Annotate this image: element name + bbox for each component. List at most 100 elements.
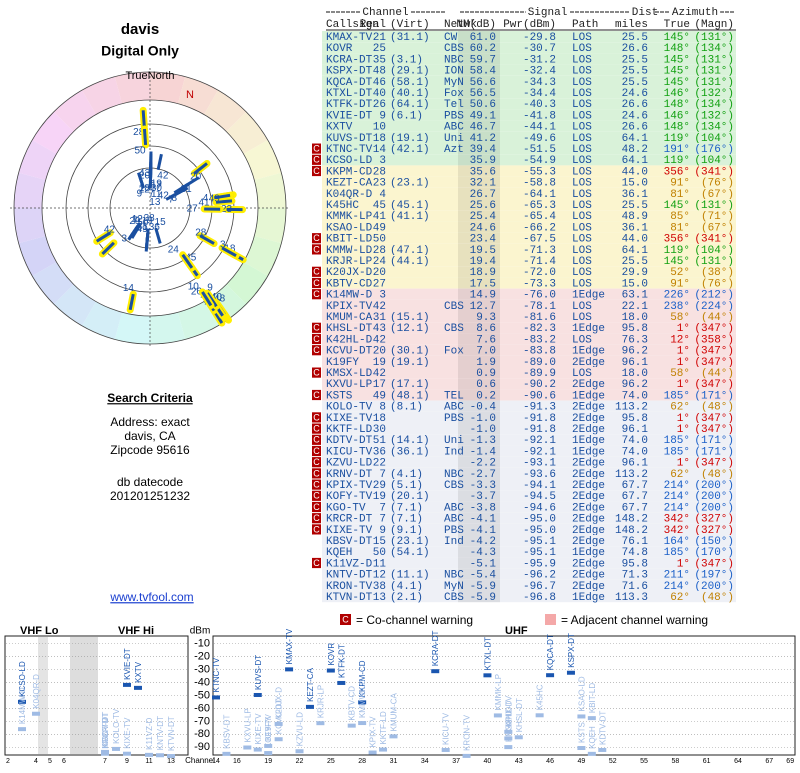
signal-callsign: K04QR-D: [32, 674, 41, 709]
co-channel-mark: C: [313, 155, 320, 165]
column-header: Pwr(dBm): [503, 19, 556, 31]
signal-callsign: KOVR: [327, 643, 336, 666]
x-axis-label: Channel: [185, 756, 215, 765]
column-header: (Virt): [390, 19, 430, 31]
signal-callsign: KSAO-LD: [577, 676, 586, 711]
co-channel-mark: C: [313, 323, 320, 333]
y-tick-label: -80: [194, 728, 210, 740]
signal-bar: [275, 737, 283, 741]
signal-bar: [546, 673, 554, 677]
signal-callsign: K11VZ-D: [145, 717, 154, 750]
x-tick-label: 34: [421, 758, 429, 765]
adjacent-swatch: [545, 614, 556, 625]
signal-callsign: KKTF-LD: [379, 711, 388, 745]
co-channel-mark: C: [313, 412, 320, 422]
x-tick-label: 2: [6, 758, 10, 765]
co-channel-mark: C: [313, 423, 320, 433]
column-header: True: [664, 19, 690, 31]
signal-callsign: K45HC: [536, 684, 545, 710]
signal-bar: [369, 751, 377, 755]
signal-callsign: KBTV-CD: [348, 686, 357, 721]
column-header: miles: [615, 19, 648, 31]
x-tick-label: 4: [34, 758, 38, 765]
x-tick-label: 46: [546, 758, 554, 765]
signal-bar: [515, 735, 523, 739]
signal-callsign: KSPX-DT: [567, 633, 576, 668]
signal-bar: [243, 745, 251, 749]
co-channel-mark: C: [313, 166, 320, 176]
signal-callsign: KRON-TV: [463, 714, 472, 751]
signal-bar: [212, 695, 220, 699]
cell: -96.8: [523, 592, 556, 604]
signal-bar: [588, 752, 596, 756]
co-channel-mark: C: [313, 367, 320, 377]
signal-callsign: KMMK-LP: [494, 674, 503, 710]
x-tick-label: 67: [765, 758, 773, 765]
signal-callsign: KQEH: [588, 726, 597, 749]
x-tick-label: 14: [212, 758, 220, 765]
signal-bar: [222, 752, 230, 756]
y-tick-label: -60: [194, 702, 210, 714]
search-line: 201201251232: [110, 489, 190, 503]
signal-bar: [536, 713, 544, 717]
signal-callsign: KOFY-TV: [264, 713, 273, 748]
signal-callsign: KRJR-LP: [316, 685, 325, 718]
signal-bar: [463, 754, 471, 758]
cell: (2.1): [390, 592, 423, 604]
band-label: UHF: [505, 625, 528, 637]
x-tick-label: 19: [264, 758, 272, 765]
station-channel: 50: [134, 146, 146, 157]
cell: 62°: [670, 592, 690, 604]
signal-bar: [327, 669, 335, 673]
co-channel-legend: = Co-channel warning: [356, 613, 473, 627]
group-header: Azimuth: [672, 7, 718, 19]
cell: 113.3: [615, 592, 648, 604]
signal-bar: [32, 712, 40, 716]
signal-bar: [316, 721, 324, 725]
signal-callsign: KZVU-LD: [296, 712, 305, 746]
site-link[interactable]: www.tvfool.com: [109, 590, 193, 604]
co-channel-mark: C: [342, 614, 349, 624]
signal-bar: [156, 753, 164, 757]
signal-callsign: KOLO-TV: [112, 708, 121, 744]
signal-callsign: KTXL-DT: [483, 637, 492, 670]
signal-bar: [567, 671, 575, 675]
signal-callsign: KRCR-DT: [101, 713, 110, 749]
signal-callsign: KVIE-DT: [123, 648, 132, 680]
co-channel-mark: C: [313, 524, 320, 534]
co-channel-mark: C: [313, 513, 320, 523]
signal-bar: [264, 751, 272, 755]
co-channel-mark: C: [313, 244, 320, 254]
signal-bar: [577, 714, 585, 718]
y-tick-label: -20: [194, 651, 210, 663]
co-channel-mark: C: [313, 143, 320, 153]
co-channel-mark: C: [313, 233, 320, 243]
station-channel: 49: [209, 193, 221, 204]
y-tick-label: -10: [194, 638, 210, 650]
station-channel: 15: [155, 217, 167, 228]
signal-bar: [504, 745, 512, 749]
signal-bar: [101, 752, 109, 756]
co-channel-mark: C: [313, 267, 320, 277]
search-line: Address: exact: [110, 415, 190, 429]
signal-callsign: KSTS: [577, 722, 586, 743]
title: davis: [121, 21, 159, 38]
x-tick-label: 22: [296, 758, 304, 765]
signal-bar: [598, 748, 606, 752]
signal-callsign: K14MW-D: [18, 687, 27, 724]
signal-bar: [389, 734, 397, 738]
station-bar: [158, 154, 161, 170]
x-tick-label: 49: [578, 758, 586, 765]
co-channel-mark: C: [313, 479, 320, 489]
signal-bar: [358, 721, 366, 725]
signal-bar: [483, 673, 491, 677]
signal-callsign: KUVS-DT: [254, 655, 263, 690]
co-channel-mark: C: [313, 491, 320, 501]
station-channel: 42: [104, 224, 116, 235]
x-tick-label: 9: [125, 758, 129, 765]
signal-bar: [442, 748, 450, 752]
signal-bar: [167, 754, 175, 758]
signal-bar: [337, 681, 345, 685]
